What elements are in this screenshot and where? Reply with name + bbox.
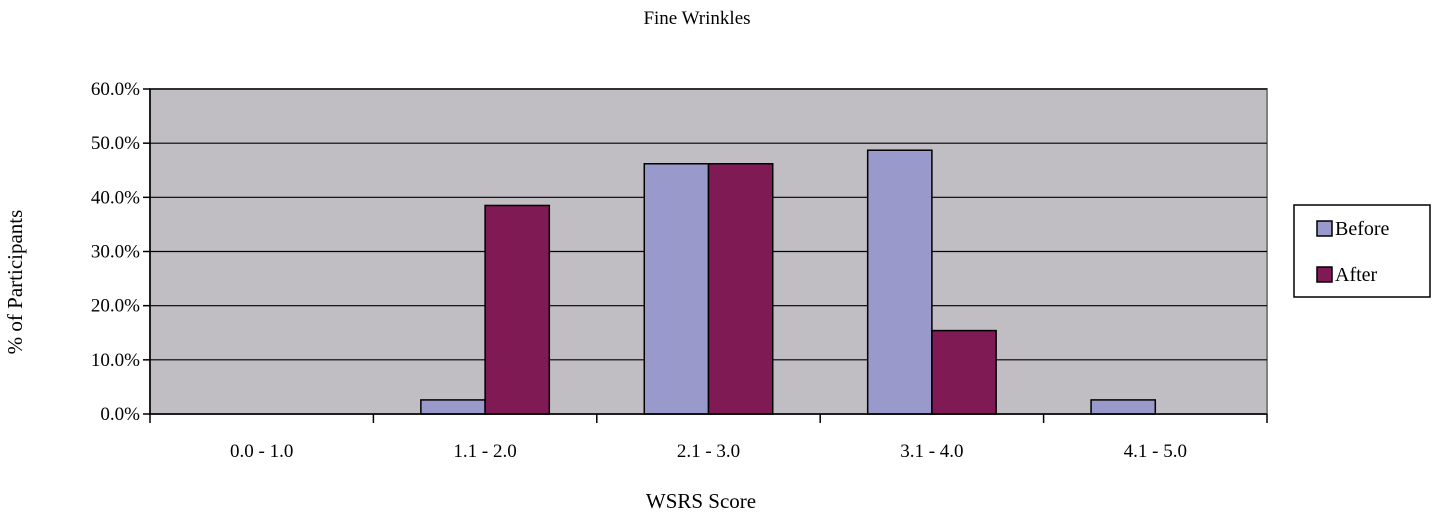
x-tick-label-2: 2.1 - 3.0 bbox=[677, 441, 740, 462]
y-tick-label-4: 40.0% bbox=[91, 187, 140, 208]
bar-before-2 bbox=[643, 163, 710, 415]
x-tick-label-0: 0.0 - 1.0 bbox=[230, 441, 293, 462]
bar-before-4 bbox=[1090, 399, 1157, 415]
y-axis-title: % of Participants bbox=[3, 210, 27, 355]
y-tick-label-6: 60.0% bbox=[91, 79, 140, 100]
legend-label-after: After bbox=[1335, 264, 1378, 286]
y-tick-label-5: 50.0% bbox=[91, 133, 140, 154]
y-tick-labels: 0.0% 10.0% 20.0% 30.0% 40.0% 50.0% 60.0% bbox=[91, 79, 150, 425]
bar-after-3 bbox=[931, 329, 997, 415]
bar-before-3 bbox=[866, 149, 933, 415]
bar-before-1 bbox=[420, 399, 486, 415]
x-tick-label-4: 4.1 - 5.0 bbox=[1124, 441, 1187, 462]
bar-after-1 bbox=[484, 204, 551, 415]
legend-swatch-before bbox=[1316, 220, 1333, 237]
legend-swatch-after bbox=[1316, 266, 1333, 283]
y-tick-label-3: 30.0% bbox=[91, 242, 140, 263]
y-tick-label-2: 20.0% bbox=[91, 296, 140, 317]
y-tick-label-0: 0.0% bbox=[100, 404, 140, 425]
x-tick-labels: 0.0 - 1.0 1.1 - 2.0 2.1 - 3.0 3.1 - 4.0 4.1 … bbox=[149, 414, 1268, 462]
bar-after-2 bbox=[707, 163, 774, 415]
x-tick-label-3: 3.1 - 4.0 bbox=[900, 441, 963, 462]
chart-title: Fine Wrinkles bbox=[643, 8, 750, 29]
legend: Before After bbox=[1293, 204, 1431, 298]
bars bbox=[420, 149, 1157, 415]
x-tick-label-1: 1.1 - 2.0 bbox=[453, 441, 516, 462]
gridlines bbox=[150, 88, 1267, 361]
legend-label-before: Before bbox=[1335, 218, 1390, 240]
y-tick-label-1: 10.0% bbox=[91, 350, 140, 371]
x-axis-title: WSRS Score bbox=[646, 489, 756, 513]
